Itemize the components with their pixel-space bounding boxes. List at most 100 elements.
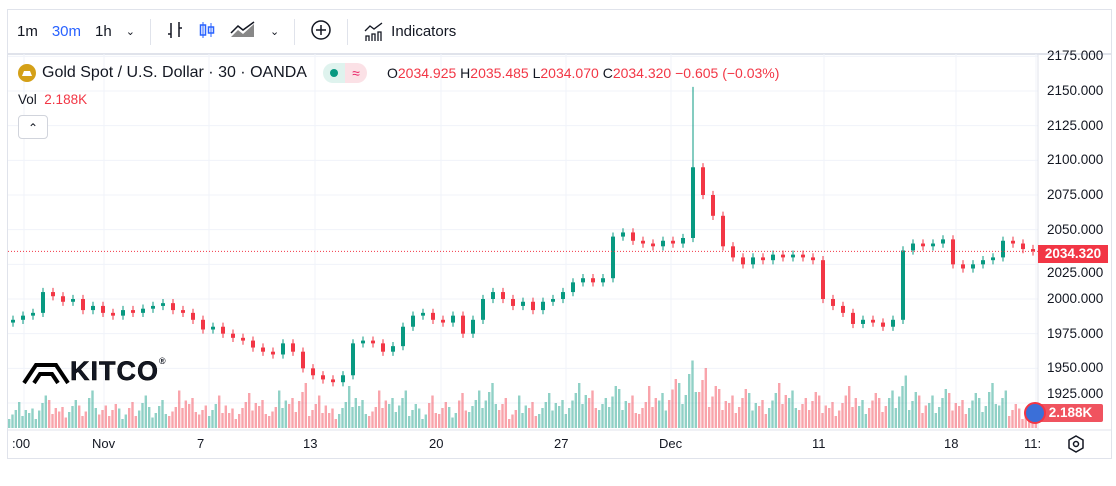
volume-bar: [641, 408, 644, 428]
candle: [681, 237, 685, 244]
market-status-badge[interactable]: ≈: [322, 63, 367, 83]
candle: [851, 312, 855, 324]
volume-bar: [768, 408, 771, 428]
volume-bar: [678, 383, 681, 428]
volume-bar: [428, 403, 431, 428]
volume-bar: [878, 398, 881, 428]
volume-bar: [691, 360, 694, 428]
candle-chart-icon[interactable]: [191, 20, 223, 44]
volume-bar: [941, 398, 944, 428]
x-tick-label: 20: [429, 436, 444, 451]
candle: [481, 299, 485, 320]
candle: [981, 260, 985, 265]
volume-bar: [154, 413, 157, 428]
volume-bar: [268, 416, 271, 428]
candle: [231, 333, 235, 338]
candle: [271, 351, 275, 355]
volume-bar: [748, 393, 751, 428]
candle: [961, 264, 965, 269]
y-tick-label: 2025.000: [1047, 265, 1104, 280]
volume-bar: [554, 403, 557, 428]
volume-bar: [738, 407, 741, 428]
interval-1m[interactable]: 1m: [17, 23, 38, 40]
volume-bar: [314, 404, 317, 428]
volume-bar: [304, 383, 307, 428]
volume-bar: [11, 414, 14, 428]
symbol-title[interactable]: Gold Spot / U.S. Dollar · 30 · OANDA: [42, 64, 307, 81]
compare-add-icon[interactable]: [303, 19, 339, 45]
volume-bar: [564, 414, 567, 428]
candle: [991, 257, 995, 261]
volume-bar: [301, 392, 304, 428]
ohlc-values: O2034.925 H2035.485 L2034.070 C2034.320 …: [386, 65, 780, 81]
volume-bar: [361, 400, 364, 428]
volume-bar: [518, 395, 521, 428]
volume-bar: [484, 400, 487, 428]
volume-bar: [701, 380, 704, 428]
volume-bar: [178, 390, 181, 428]
volume-bar: [988, 392, 991, 428]
volume-bar: [278, 390, 281, 428]
indicators-button[interactable]: Indicators: [356, 21, 463, 42]
candle: [641, 240, 645, 244]
volume-bar: [241, 408, 244, 428]
volume-bar: [214, 404, 217, 428]
volume-bar: [551, 410, 554, 428]
volume-bar: [571, 400, 574, 428]
volume-bar: [31, 408, 34, 428]
volume-bar: [8, 419, 11, 428]
volume-bar: [464, 410, 467, 428]
toolbar: 1m 30m 1h ⌄ ⌄ Indicators: [8, 10, 1112, 55]
volume-bar: [774, 393, 777, 428]
volume-bar: [121, 419, 124, 428]
volume-bar: [741, 398, 744, 428]
volume-bar: [958, 406, 961, 428]
volume-bar: [644, 402, 647, 428]
candle: [801, 254, 805, 258]
volume-bar: [444, 402, 447, 428]
interval-dropdown-chevron-icon[interactable]: ⌄: [125, 26, 135, 38]
volume-bar: [714, 386, 717, 428]
volume-bar: [898, 396, 901, 428]
candle: [321, 375, 325, 380]
candle: [831, 299, 835, 306]
candle: [761, 257, 765, 261]
bar-chart-icon[interactable]: [159, 20, 191, 44]
volume-bar: [1014, 404, 1017, 428]
volume-bar: [734, 413, 737, 428]
candle: [661, 240, 665, 247]
chart-type-chevron-icon[interactable]: ⌄: [269, 26, 280, 38]
candle: [211, 326, 215, 330]
candle: [331, 379, 335, 383]
volume-bar: [494, 404, 497, 428]
volume-bar: [421, 419, 424, 428]
volume-bar: [71, 406, 74, 428]
collapse-legend-button[interactable]: ⌃: [18, 115, 48, 139]
volume-bar: [798, 410, 801, 428]
volume-bar: [21, 416, 24, 428]
candle: [881, 322, 885, 327]
divider: [294, 18, 296, 45]
y-tick-label: 2125.000: [1047, 117, 1104, 133]
volume-bar: [901, 386, 904, 428]
interval-30m[interactable]: 30m: [51, 23, 82, 40]
volume-bar: [834, 416, 837, 428]
volume-bar: [728, 403, 731, 428]
volume-bar: [391, 398, 394, 428]
volume-bar: [358, 406, 361, 428]
volume-bar: [401, 398, 404, 428]
area-chart-icon[interactable]: [223, 20, 263, 43]
volume-bar: [704, 368, 707, 428]
candle: [591, 278, 595, 283]
volume-bar: [984, 406, 987, 428]
volume-bar: [771, 400, 774, 428]
interval-1h[interactable]: 1h: [95, 23, 112, 40]
volume-bar: [721, 410, 724, 428]
chart-settings-icon[interactable]: [1066, 434, 1086, 459]
candle: [841, 305, 845, 313]
candle: [381, 343, 385, 352]
volume-bar: [784, 395, 787, 428]
volume-bar: [944, 389, 947, 428]
volume-bar: [621, 410, 624, 428]
